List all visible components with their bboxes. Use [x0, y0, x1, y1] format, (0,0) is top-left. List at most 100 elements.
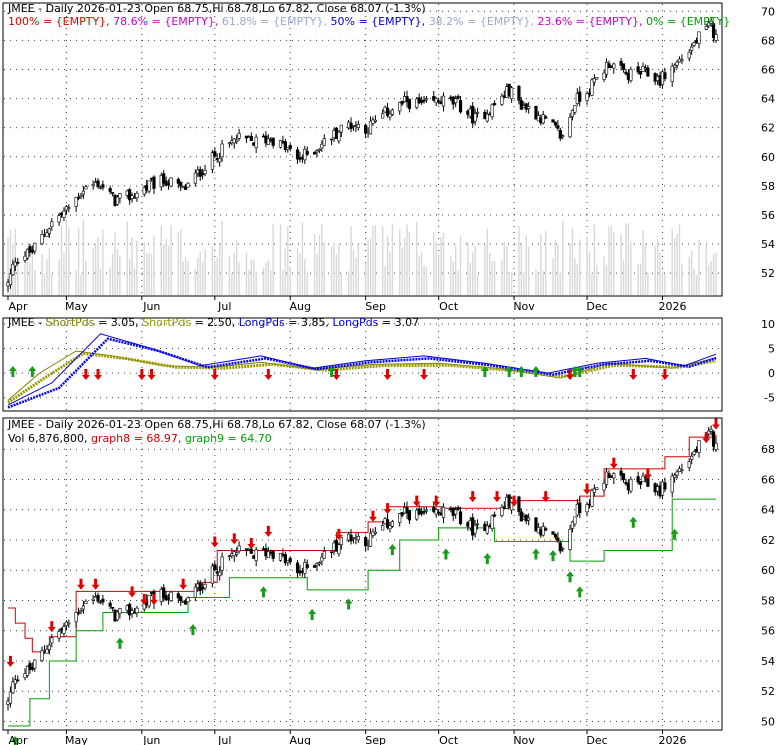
candle-body: [714, 442, 718, 450]
candle-body: [210, 152, 214, 170]
volume-bar: [399, 229, 401, 295]
up-arrow: [548, 550, 557, 562]
candle-body: [368, 120, 373, 135]
volume-bar: [639, 263, 642, 295]
candle-body: [381, 113, 385, 119]
volume-bar: [603, 256, 605, 295]
candle-body: [128, 604, 132, 616]
candle-body: [680, 59, 684, 62]
volume-bar: [145, 252, 148, 295]
candle-body: [356, 536, 360, 541]
volume-bar: [357, 244, 360, 295]
volume-bar: [165, 238, 167, 295]
candle-body: [368, 532, 373, 547]
candle-body: [315, 149, 319, 153]
oscillator-panel-frame: [2, 317, 723, 412]
volume-bar: [92, 248, 94, 295]
volume-bar: [647, 273, 649, 295]
volume-bar: [637, 264, 639, 295]
candle-body: [81, 605, 86, 610]
volume-bar: [43, 273, 46, 295]
volume-bar: [389, 252, 391, 295]
down-arrow: [137, 369, 146, 380]
volume-bar: [386, 236, 389, 295]
price-panel-frame: [2, 2, 723, 297]
candle-body: [79, 610, 83, 612]
up-arrow: [308, 609, 317, 621]
volume-bar: [596, 265, 598, 295]
candle-body: [568, 117, 572, 138]
volume-bar: [48, 248, 51, 295]
candle-body: [485, 113, 489, 122]
x-axis-bottom: Apr May Jun Jul Aug Sep Oct Nov Dec 2026: [7, 730, 686, 745]
y-tick-label: -5: [764, 392, 775, 405]
down-arrow: [383, 369, 392, 380]
candle-body: [602, 482, 606, 491]
candle-body: [266, 551, 270, 558]
candle-body: [288, 558, 292, 563]
candle-body: [619, 470, 623, 476]
up-arrow: [344, 598, 353, 610]
candle-body: [492, 514, 497, 517]
candle-body: [84, 600, 88, 605]
volume-bar: [284, 248, 287, 295]
candle-body: [201, 173, 205, 176]
volume-bar: [520, 242, 523, 295]
candle-body: [544, 116, 548, 119]
volume-bar: [34, 269, 36, 295]
volume-bar: [542, 271, 544, 295]
volume-bar: [231, 273, 233, 295]
candle-body: [390, 109, 395, 115]
candle-body: [111, 192, 115, 194]
volume-bar: [557, 244, 559, 295]
candle-body: [595, 77, 599, 80]
volume-bar: [369, 238, 372, 295]
volume-bar: [367, 240, 369, 295]
up-arrow: [188, 624, 197, 636]
volume-bar: [340, 273, 343, 295]
down-arrow: [643, 468, 652, 480]
volume-bar: [238, 262, 240, 295]
volume-bar: [221, 220, 223, 295]
legend-entry: = 2.50,: [191, 316, 239, 329]
volume-bar: [160, 225, 162, 295]
up-arrow: [115, 637, 124, 649]
legend-entry: JMEE -: [7, 316, 46, 329]
volume-bar: [406, 224, 408, 295]
y-tick-label: 5: [768, 343, 775, 356]
volume-bars: [7, 220, 717, 295]
candle-body: [76, 612, 81, 614]
candle-body: [517, 496, 521, 512]
price-panel: 52 54 56 58 60 62 64 66 68 70 JMEE - Daily 2026-0…: [2, 2, 775, 297]
volume-bar: [693, 268, 695, 295]
y-tick-label: 70: [761, 5, 775, 18]
signal-y-axis: 50 52 54 56 58 60 62 64 66 68: [761, 443, 775, 728]
volume-bar: [591, 272, 593, 295]
candle-body: [108, 602, 112, 607]
volume-bar: [114, 232, 116, 295]
candle-body: [218, 571, 222, 577]
candle-body: [13, 679, 17, 684]
volume-bar: [467, 242, 469, 295]
volume-bar: [418, 256, 420, 295]
candle-body: [711, 23, 716, 39]
candle-body: [612, 63, 616, 69]
volume-bar: [671, 228, 673, 295]
candle-body: [709, 428, 713, 432]
x-tick-label: Apr: [8, 734, 28, 745]
down-arrow: [334, 528, 343, 540]
candle-body: [624, 71, 628, 75]
candle-body: [235, 139, 239, 142]
candle-body: [254, 136, 258, 148]
volume-bar: [148, 253, 150, 295]
volume-bar: [97, 237, 99, 295]
candle-body: [317, 149, 322, 151]
volume-bar: [452, 262, 454, 295]
x-tick-label: May: [65, 300, 88, 313]
candle-body: [517, 85, 521, 101]
candle-body: [218, 158, 222, 163]
volume-bar: [228, 255, 231, 295]
volume-bar: [77, 227, 80, 295]
candle-body: [329, 138, 334, 141]
